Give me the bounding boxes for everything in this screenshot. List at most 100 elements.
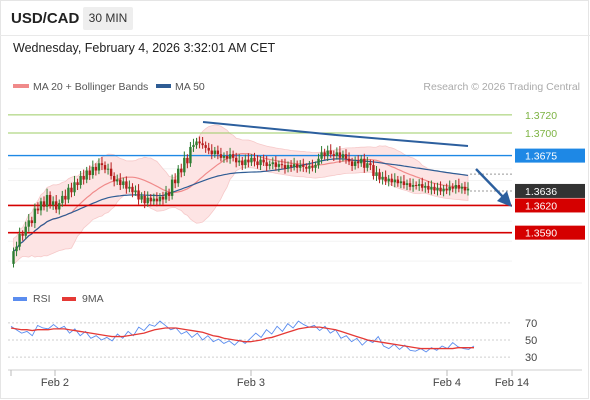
bearish-candle bbox=[262, 159, 265, 163]
bearish-candle bbox=[48, 194, 52, 205]
bearish-candle bbox=[439, 187, 442, 192]
bullish-candle bbox=[466, 188, 470, 191]
bearish-candle bbox=[149, 197, 152, 202]
bearish-candle bbox=[369, 163, 372, 166]
bullish-candle bbox=[430, 186, 433, 190]
bearish-candle bbox=[180, 168, 183, 173]
ma50-legend-swatch bbox=[156, 84, 171, 88]
bearish-candle bbox=[216, 150, 220, 155]
ma20-legend-swatch bbox=[13, 84, 29, 88]
bearish-candle bbox=[167, 192, 171, 196]
bearish-candle bbox=[219, 154, 223, 158]
ma20-legend-label: MA 20 + Bollinger Bands bbox=[33, 81, 148, 93]
bullish-candle bbox=[268, 164, 271, 166]
rsi-line bbox=[10, 320, 475, 353]
bearish-candle bbox=[338, 152, 342, 158]
bullish-candle bbox=[222, 156, 226, 158]
bullish-candle bbox=[448, 186, 451, 191]
bullish-candle bbox=[335, 152, 339, 157]
bearish-candle bbox=[274, 162, 278, 167]
bearish-candle bbox=[119, 179, 122, 186]
bearish-candle bbox=[302, 165, 305, 167]
bearish-candle bbox=[414, 185, 418, 187]
bullish-candle bbox=[320, 152, 323, 159]
bullish-candle bbox=[15, 246, 18, 252]
bearish-candle bbox=[30, 220, 33, 224]
bearish-candle bbox=[94, 166, 98, 171]
ma50-legend-label: MA 50 bbox=[175, 81, 205, 93]
bearish-candle bbox=[408, 183, 412, 187]
bearish-candle bbox=[329, 150, 332, 155]
current-level-badge bbox=[515, 183, 585, 198]
bullish-candle bbox=[192, 145, 195, 147]
bullish-candle bbox=[79, 175, 82, 186]
bullish-candle bbox=[277, 164, 281, 167]
bullish-candle bbox=[399, 181, 403, 184]
bullish-candle bbox=[134, 190, 137, 193]
bearish-candle bbox=[70, 187, 73, 193]
bullish-candle bbox=[128, 186, 131, 189]
bullish-candle bbox=[183, 157, 186, 173]
bullish-candle bbox=[58, 203, 61, 210]
bullish-candle bbox=[213, 150, 217, 155]
bearish-candle bbox=[451, 186, 454, 189]
bullish-candle bbox=[308, 165, 311, 169]
bearish-candle bbox=[463, 186, 467, 191]
bullish-candle bbox=[353, 161, 357, 166]
timestamp: Wednesday, February 4, 2026 3:32:01 AM C… bbox=[13, 41, 276, 55]
bearish-candle bbox=[125, 181, 128, 189]
bearish-candle bbox=[155, 198, 159, 202]
bearish-candle bbox=[390, 178, 393, 183]
bullish-candle bbox=[39, 201, 43, 211]
bearish-candle bbox=[402, 181, 406, 186]
x-axis: Feb 2 Feb 3 Feb 4 Feb 14 bbox=[8, 369, 582, 389]
rsi-ma-legend-label: 9MA bbox=[82, 293, 104, 305]
bearish-candle bbox=[198, 141, 201, 144]
bullish-candle bbox=[61, 195, 64, 204]
bearish-candle bbox=[384, 176, 387, 182]
bullish-candle bbox=[67, 187, 70, 200]
bearish-candle bbox=[241, 160, 244, 166]
bullish-candle bbox=[152, 198, 156, 202]
timeframe-badge[interactable]: 30 MIN bbox=[83, 7, 133, 30]
upper-trendline-a bbox=[202, 121, 337, 136]
resistance-level-label: 1.3675 bbox=[525, 151, 557, 163]
bearish-candle bbox=[289, 165, 293, 167]
bearish-candle bbox=[64, 195, 67, 200]
bullish-candle bbox=[51, 201, 55, 205]
bullish-candle bbox=[18, 233, 21, 247]
bullish-candle bbox=[189, 146, 192, 164]
chart-header: USD/CAD 30 MIN bbox=[0, 0, 590, 36]
bearish-candle bbox=[201, 143, 204, 146]
x-tick-label: Feb 2 bbox=[41, 377, 69, 389]
bearish-candle bbox=[295, 164, 299, 168]
bullish-candle bbox=[442, 188, 445, 192]
bearish-candle bbox=[396, 179, 400, 184]
target-level-label: 1.3720 bbox=[525, 110, 557, 122]
bullish-candle bbox=[164, 192, 168, 200]
bearish-candle bbox=[305, 166, 308, 169]
rsi-tick-label: 70 bbox=[525, 318, 537, 330]
bullish-candle bbox=[286, 165, 290, 169]
bearish-candle bbox=[323, 152, 326, 157]
rsi-ma-legend-swatch bbox=[62, 297, 76, 301]
bullish-candle bbox=[436, 187, 439, 191]
bearish-candle bbox=[247, 159, 250, 163]
bearish-candle bbox=[36, 208, 40, 211]
bearish-candle bbox=[332, 154, 335, 157]
bearish-candle bbox=[186, 157, 189, 164]
forecast-arrow-shaft bbox=[475, 168, 506, 200]
rsi-legend-label: RSI bbox=[33, 293, 51, 305]
ma20-line bbox=[13, 153, 469, 252]
bullish-candle bbox=[140, 195, 143, 200]
bullish-candle bbox=[73, 182, 76, 193]
bearish-candle bbox=[82, 175, 85, 180]
bearish-candle bbox=[445, 188, 448, 191]
bearish-candle bbox=[173, 179, 177, 184]
bearish-candle bbox=[457, 185, 461, 189]
candles bbox=[12, 136, 470, 268]
bearish-candle bbox=[234, 157, 238, 163]
bullish-candle bbox=[366, 163, 369, 168]
bullish-candle bbox=[417, 184, 421, 186]
